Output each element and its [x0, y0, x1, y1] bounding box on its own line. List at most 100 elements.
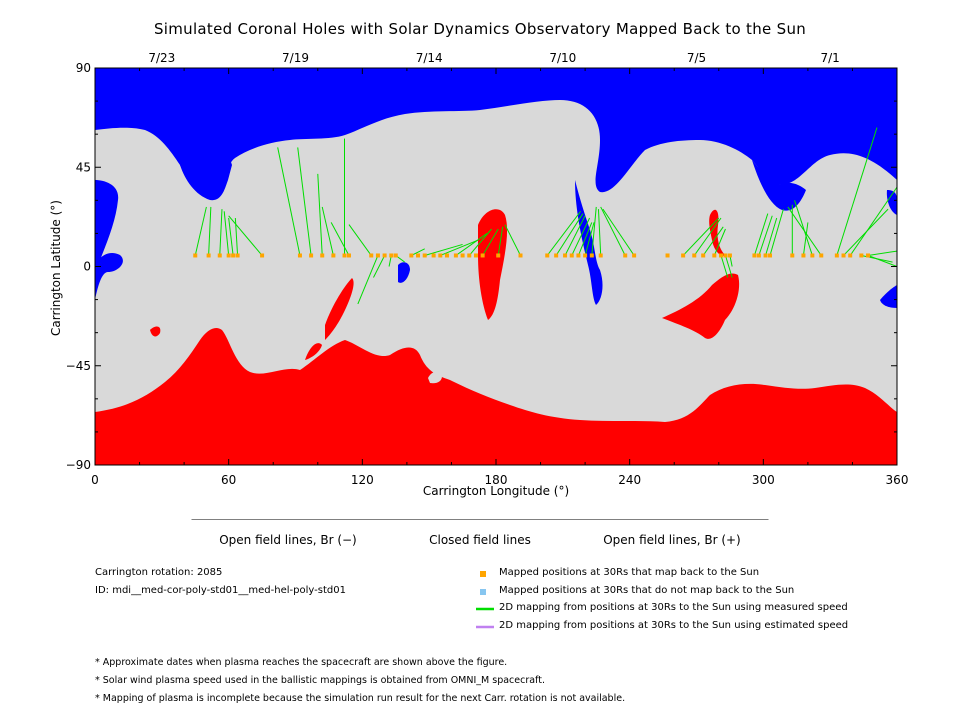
mapped-point	[583, 253, 588, 258]
open-positive-region	[325, 278, 354, 340]
mapping-line	[219, 209, 223, 256]
mapped-point	[438, 253, 443, 258]
mapping-line	[720, 255, 729, 278]
run-id: ID: mdi__med-cor-poly-std01__med-hel-pol…	[95, 585, 346, 596]
mapped-point	[681, 253, 686, 258]
open-negative-region	[752, 160, 806, 211]
mapped-point	[473, 253, 478, 258]
mapping-line	[713, 228, 726, 256]
mapping-lines	[194, 127, 897, 305]
x-tick-label: 300	[752, 473, 775, 487]
open-negative-region	[880, 285, 897, 308]
mapping-line	[468, 228, 492, 256]
mapping-line	[424, 243, 463, 256]
top-date-label: 7/1	[821, 51, 840, 65]
open-positive-region	[709, 209, 725, 256]
mapped-point	[834, 253, 839, 258]
top-date-label: 7/19	[282, 51, 309, 65]
mapped-point	[623, 253, 628, 258]
mapped-point	[576, 253, 581, 258]
mapping-line	[802, 222, 809, 256]
x-tick-label: 180	[485, 473, 508, 487]
mapping-line	[765, 217, 778, 256]
mapping-line	[317, 173, 323, 256]
mapping-line	[577, 222, 593, 256]
mapped-point	[453, 253, 458, 258]
x-tick-label: 240	[618, 473, 641, 487]
mapping-line	[693, 217, 722, 256]
mapped-point	[810, 253, 815, 258]
mapped-point	[231, 253, 236, 258]
open-positive-region	[150, 326, 161, 337]
legend-label: Mapped positions at 30Rs that map back t…	[499, 567, 760, 578]
mapping-line	[564, 215, 586, 256]
mapping-line	[702, 226, 724, 256]
mapped-point	[819, 253, 824, 258]
mapping-line	[208, 206, 212, 256]
mapped-point	[712, 253, 717, 258]
mapped-point	[545, 253, 550, 258]
x-tick-label: 60	[221, 473, 236, 487]
mapping-line	[867, 255, 897, 267]
x-tick-label: 120	[351, 473, 374, 487]
mapping-line	[724, 255, 733, 278]
mapping-line	[571, 217, 591, 256]
mapping-line	[228, 215, 263, 256]
open-negative-region	[95, 253, 123, 300]
mapping-line	[504, 224, 521, 256]
mapped-point	[589, 253, 594, 258]
y-axis-label: Carrington Latitude (°)	[49, 200, 63, 336]
mapping-line	[769, 209, 784, 256]
y-tick-label: −90	[66, 458, 91, 472]
mapping-line	[482, 228, 499, 256]
open-positive-region	[95, 328, 897, 465]
mapped-point	[569, 253, 574, 258]
mapped-point	[496, 253, 501, 258]
colorbar-label-negative: Open field lines, Br (−)	[219, 533, 357, 547]
open-positive-region	[662, 273, 740, 339]
open-negative-region	[398, 262, 410, 283]
map-regions	[95, 68, 897, 465]
carrington-rotation: Carrington rotation: 2085	[95, 567, 223, 578]
mapped-point	[866, 253, 871, 258]
y-tick-label: 45	[76, 160, 91, 174]
mapped-point	[375, 253, 380, 258]
mapped-point	[518, 253, 523, 258]
mapped-point	[752, 253, 757, 258]
mapped-point	[389, 253, 394, 258]
x-axis: 0 60 120 180 240 300 360	[91, 68, 908, 487]
mapped-point	[727, 253, 732, 258]
mapped-point	[369, 253, 374, 258]
top-date-label: 7/14	[416, 51, 443, 65]
y-tick-label: −45	[66, 359, 91, 373]
mapping-line	[836, 127, 878, 256]
mapped-point	[460, 253, 465, 258]
mapping-line	[794, 200, 813, 256]
mapping-line	[555, 213, 584, 256]
mapping-line	[682, 217, 720, 256]
mapped-point	[719, 253, 724, 258]
mapped-point	[554, 253, 559, 258]
open-negative-region	[180, 155, 232, 201]
lightblue-square-icon	[480, 589, 486, 595]
mapped-point	[768, 253, 773, 258]
x-tick-label: 360	[886, 473, 909, 487]
y-tick-label: 0	[83, 260, 91, 274]
mapping-line	[223, 211, 230, 256]
mapped-point	[480, 253, 485, 258]
mapping-line	[597, 209, 602, 256]
mapped-point	[309, 253, 314, 258]
mapped-point	[692, 253, 697, 258]
top-date-axis: 7/23 7/19 7/14 7/10 7/5 7/1	[148, 51, 839, 65]
colorbar-label-closed: Closed field lines	[429, 533, 531, 547]
mapping-line	[297, 147, 312, 256]
mapping-line	[591, 206, 597, 256]
mapped-point	[848, 253, 853, 258]
mapping-line	[228, 217, 234, 256]
mapped-point	[409, 253, 414, 258]
mapped-point	[563, 253, 568, 258]
mapping-line	[348, 224, 372, 256]
open-negative-region	[886, 190, 897, 215]
